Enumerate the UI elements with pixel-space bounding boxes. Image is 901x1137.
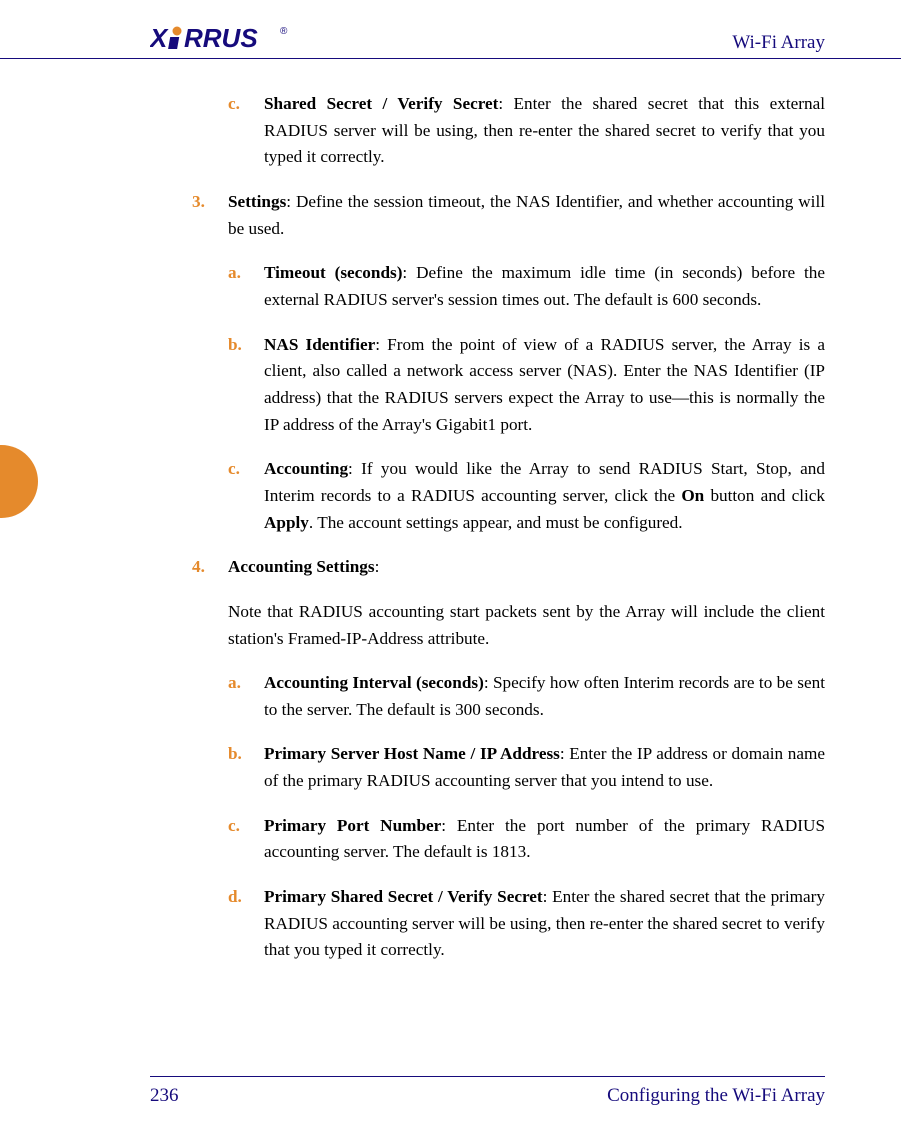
marker: c. [228, 456, 264, 536]
text: : [375, 557, 380, 576]
bold: Primary Port Number [264, 816, 441, 835]
bold: Accounting Interval (seconds) [264, 673, 484, 692]
svg-text:X: X [150, 24, 169, 53]
text: Note that RADIUS accounting start packet… [228, 602, 825, 648]
item-text: Settings: Define the session timeout, th… [228, 189, 825, 242]
item-4c: c. Primary Port Number: Enter the port n… [228, 813, 825, 866]
bold: Accounting Settings [228, 557, 375, 576]
marker: 4. [192, 554, 228, 581]
item-text: Accounting Settings: [228, 554, 825, 581]
item-text: Primary Shared Secret / Verify Secret: E… [264, 884, 825, 964]
text: button and click [704, 486, 825, 505]
item-4-note: Note that RADIUS accounting start packet… [228, 599, 825, 652]
item-text: Accounting Interval (seconds): Specify h… [264, 670, 825, 723]
footer-section: Configuring the Wi-Fi Array [607, 1085, 825, 1107]
bold: Primary Server Host Name / IP Address [264, 744, 560, 763]
item-text: Primary Server Host Name / IP Address: E… [264, 741, 825, 794]
page: X RRUS ® Wi-Fi Array c. Shared Secret / … [0, 0, 901, 1137]
bold-apply: Apply [264, 513, 309, 532]
item-3c: c. Accounting: If you would like the Arr… [228, 456, 825, 536]
marker: a. [228, 260, 264, 313]
marker: a. [228, 670, 264, 723]
item-3a: a. Timeout (seconds): Define the maximum… [228, 260, 825, 313]
logo: X RRUS ® [150, 24, 300, 54]
bold: Accounting [264, 459, 348, 478]
item-3: 3. Settings: Define the session timeout,… [192, 189, 825, 242]
text: . The account settings appear, and must … [309, 513, 683, 532]
bold: Settings [228, 192, 286, 211]
marker: b. [228, 741, 264, 794]
bold: Shared Secret / Verify Secret [264, 94, 498, 113]
item-text: Timeout (seconds): Define the maximum id… [264, 260, 825, 313]
svg-text:RRUS: RRUS [184, 24, 258, 53]
header-title: Wi-Fi Array [732, 32, 825, 54]
item-4: 4. Accounting Settings: [192, 554, 825, 581]
item-text: NAS Identifier: From the point of view o… [264, 332, 825, 439]
marker: c. [228, 813, 264, 866]
item-4a: a. Accounting Interval (seconds): Specif… [228, 670, 825, 723]
bold-on: On [681, 486, 704, 505]
item-2c: c. Shared Secret / Verify Secret: Enter … [228, 91, 825, 171]
marker: b. [228, 332, 264, 439]
marker: d. [228, 884, 264, 964]
text: : Define the session timeout, the NAS Id… [228, 192, 825, 238]
svg-text:®: ® [280, 26, 288, 37]
item-text: Accounting: If you would like the Array … [264, 456, 825, 536]
marker: 3. [192, 189, 228, 242]
item-4d: d. Primary Shared Secret / Verify Secret… [228, 884, 825, 964]
page-header: X RRUS ® Wi-Fi Array [0, 24, 901, 59]
bold: NAS Identifier [264, 335, 375, 354]
marker: c. [228, 91, 264, 171]
page-number: 236 [150, 1085, 179, 1107]
bold: Primary Shared Secret / Verify Secret [264, 887, 543, 906]
item-text: Shared Secret / Verify Secret: Enter the… [264, 91, 825, 171]
item-4b: b. Primary Server Host Name / IP Address… [228, 741, 825, 794]
bold: Timeout (seconds) [264, 263, 402, 282]
content: c. Shared Secret / Verify Secret: Enter … [0, 59, 901, 964]
logo-svg: X RRUS ® [150, 24, 300, 54]
item-3b: b. NAS Identifier: From the point of vie… [228, 332, 825, 439]
page-footer: 236 Configuring the Wi-Fi Array [150, 1076, 825, 1107]
item-text: Primary Port Number: Enter the port numb… [264, 813, 825, 866]
